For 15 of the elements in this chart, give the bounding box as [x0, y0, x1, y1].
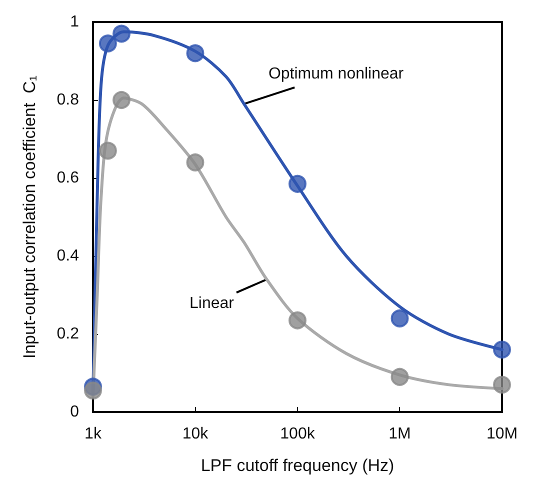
text: Linear — [189, 294, 235, 312]
x-tick-label: 10M — [486, 426, 518, 442]
x-axis-title: LPF cutoff frequency (Hz) — [200, 456, 394, 475]
y-tick-label: 0.8 — [56, 92, 80, 108]
y-tick-label: 1 — [70, 14, 80, 30]
y-tick-label: 0.2 — [56, 326, 80, 342]
y-tick-label: 0.6 — [56, 170, 80, 186]
x-tick-label: 10k — [182, 426, 210, 442]
y-tick-label: 0.4 — [56, 248, 80, 264]
x-tick-label: 1M — [388, 426, 411, 442]
x-tick-label: 1k — [84, 426, 102, 442]
text: Optimum nonlinear — [268, 65, 404, 82]
x-tick-label: 100k — [280, 426, 316, 442]
y-tick-label: 0 — [70, 404, 80, 420]
y-axis-title: Input-output correlation coefficient C₁ — [20, 75, 39, 359]
